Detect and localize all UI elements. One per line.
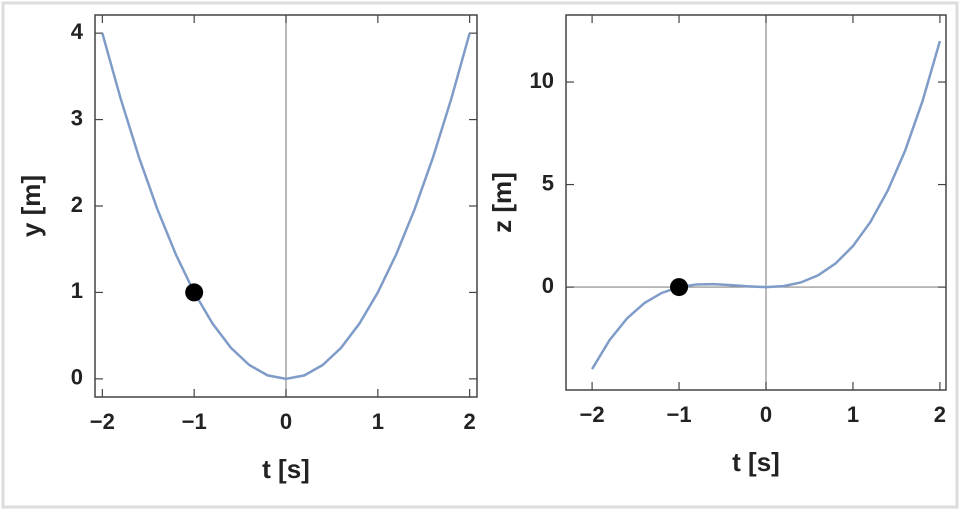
x-tick-label: −1	[182, 409, 207, 434]
y-tick-label: 2	[71, 192, 83, 217]
y-axis-label: z [m]	[487, 172, 517, 233]
y-tick-label: 0	[71, 365, 83, 390]
x-tick-label: 1	[372, 409, 384, 434]
x-tick-label: 2	[464, 409, 476, 434]
x-tick-label: 0	[760, 402, 772, 427]
x-axis-label: t [s]	[732, 447, 780, 477]
plot-frame	[565, 14, 947, 391]
x-tick-label: 2	[934, 402, 946, 427]
line-series	[591, 40, 942, 370]
y-tick-label: 0	[542, 273, 554, 298]
x-tick-label: 0	[280, 409, 292, 434]
x-tick-label: −1	[666, 402, 691, 427]
y-tick-label: 10	[530, 68, 554, 93]
line-series	[101, 32, 471, 381]
y-tick-label: 1	[71, 278, 83, 303]
y-tick-label: 3	[71, 105, 83, 130]
x-tick-label: 1	[847, 402, 859, 427]
x-axis-label: t [s]	[262, 454, 310, 484]
y-tick-label: 5	[542, 170, 554, 195]
position-marker	[185, 283, 204, 302]
x-tick-label: −2	[90, 409, 115, 434]
y-axis-label: y [m]	[16, 175, 46, 237]
y-tick-label: 4	[71, 19, 84, 44]
x-tick-label: −2	[580, 402, 605, 427]
position-marker	[670, 278, 689, 297]
